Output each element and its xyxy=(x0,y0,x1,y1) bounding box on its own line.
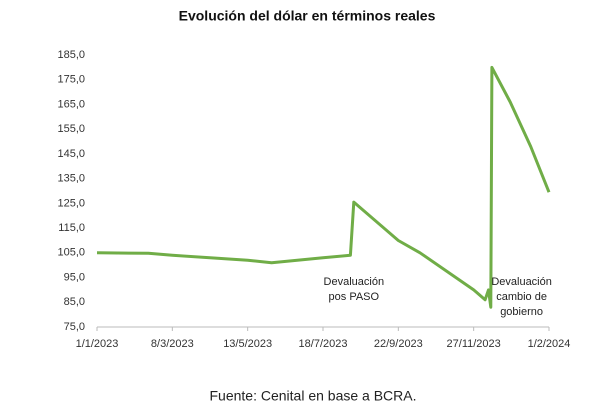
y-tick-label: 135,0 xyxy=(57,173,85,185)
x-tick-label: 22/9/2023 xyxy=(374,338,423,350)
annotation: cambio de xyxy=(496,291,547,303)
y-tick-label: 115,0 xyxy=(58,222,85,234)
x-tick-label: 1/2/2024 xyxy=(528,338,571,350)
data-line xyxy=(96,65,551,309)
annotation: gobierno xyxy=(500,306,543,318)
y-tick-label: 145,0 xyxy=(57,148,85,160)
y-tick-label: 95,0 xyxy=(64,271,85,283)
y-tick-label: 165,0 xyxy=(57,98,85,110)
y-tick-label: 175,0 xyxy=(57,74,85,86)
y-tick-label: 155,0 xyxy=(57,123,85,135)
annotation: pos PASO xyxy=(329,291,380,303)
x-tick-label: 27/11/2023 xyxy=(447,338,501,350)
x-tick-label: 8/3/2023 xyxy=(151,338,194,350)
chart-title: Evolución del dólar en términos reales xyxy=(179,8,436,24)
y-tick-label: 125,0 xyxy=(57,197,85,209)
y-tick-label: 185,0 xyxy=(57,49,85,61)
y-tick-label: 85,0 xyxy=(64,296,85,308)
annotation: Devaluación xyxy=(491,276,552,288)
x-tick-label: 13/5/2023 xyxy=(223,338,272,350)
x-tick-label: 18/7/2023 xyxy=(299,338,348,350)
source: Fuente: Cenital en base a BCRA. xyxy=(209,388,416,404)
y-tick-label: 105,0 xyxy=(57,247,85,259)
y-tick-label: 75,0 xyxy=(64,321,85,333)
x-tick-label: 1/1/2023 xyxy=(76,338,119,350)
annotation: Devaluación xyxy=(324,276,385,288)
